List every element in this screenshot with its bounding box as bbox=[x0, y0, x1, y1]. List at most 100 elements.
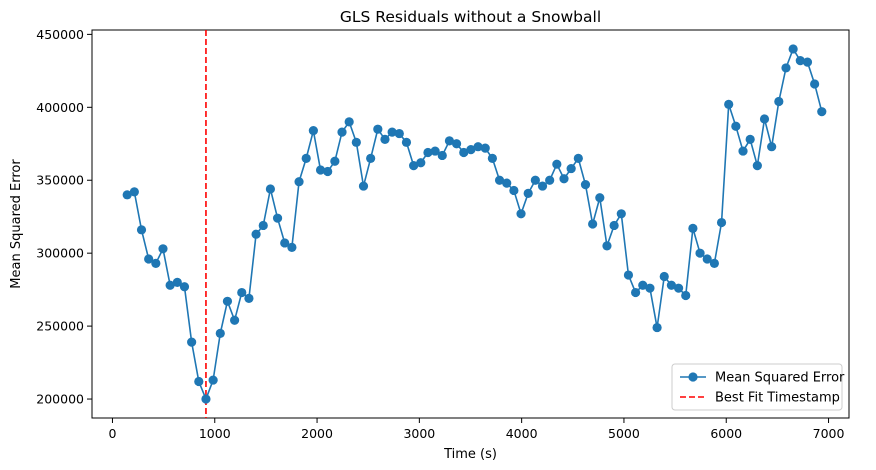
data-point bbox=[502, 178, 512, 188]
data-point bbox=[788, 44, 798, 54]
data-point bbox=[659, 271, 669, 282]
data-point bbox=[666, 280, 677, 290]
data-point bbox=[459, 147, 469, 158]
data-point bbox=[702, 254, 712, 264]
data-point bbox=[745, 134, 755, 144]
legend-swatch-marker bbox=[688, 372, 698, 382]
data-point bbox=[774, 96, 784, 107]
legend-label-best-fit-timestamp: Best Fit Timestamp bbox=[715, 391, 840, 406]
data-point bbox=[280, 238, 290, 248]
data-point bbox=[623, 270, 634, 280]
data-point bbox=[523, 188, 533, 198]
data-point bbox=[631, 287, 641, 298]
data-point bbox=[795, 56, 805, 66]
data-point bbox=[366, 153, 376, 163]
data-point bbox=[638, 280, 648, 290]
data-point bbox=[645, 283, 655, 293]
data-point bbox=[552, 159, 562, 169]
data-point bbox=[401, 137, 412, 147]
legend: Mean Squared Error Best Fit Timestamp bbox=[671, 363, 845, 411]
data-point bbox=[151, 258, 161, 268]
data-point bbox=[537, 181, 548, 191]
data-point bbox=[767, 142, 777, 152]
data-point bbox=[516, 209, 526, 219]
data-point bbox=[473, 142, 483, 152]
data-point bbox=[430, 146, 440, 156]
data-point bbox=[287, 242, 297, 252]
data-point bbox=[208, 375, 218, 385]
data-point bbox=[817, 107, 827, 117]
data-point bbox=[272, 213, 283, 223]
data-point bbox=[695, 248, 705, 258]
x-tick-label: 2000 bbox=[301, 426, 333, 441]
data-point bbox=[201, 394, 211, 404]
data-point bbox=[673, 283, 684, 293]
data-point bbox=[179, 282, 190, 292]
data-point bbox=[387, 127, 397, 137]
data-point bbox=[681, 290, 691, 301]
data-point bbox=[194, 376, 204, 387]
data-point bbox=[172, 277, 182, 287]
data-point bbox=[616, 209, 626, 219]
y-tick-label: 250000 bbox=[36, 319, 84, 334]
x-tick-label: 6000 bbox=[710, 426, 742, 441]
x-tick-label: 5000 bbox=[608, 426, 640, 441]
data-point bbox=[337, 127, 347, 137]
data-point bbox=[494, 175, 505, 185]
y-tick-label: 400000 bbox=[36, 100, 84, 115]
data-point bbox=[688, 223, 698, 233]
data-point bbox=[265, 184, 276, 194]
data-point bbox=[759, 114, 770, 124]
series-points bbox=[122, 44, 827, 404]
data-point bbox=[416, 158, 426, 168]
data-point bbox=[323, 166, 333, 177]
y-tick-label: 200000 bbox=[36, 392, 84, 407]
data-point bbox=[580, 180, 591, 190]
data-point bbox=[588, 219, 598, 229]
data-point bbox=[244, 293, 254, 303]
data-point bbox=[602, 241, 612, 251]
data-point bbox=[136, 225, 147, 235]
data-point bbox=[466, 145, 476, 155]
data-point bbox=[330, 156, 340, 166]
data-point bbox=[781, 63, 791, 73]
data-point bbox=[165, 280, 175, 290]
data-point bbox=[451, 139, 462, 149]
y-axis-label: Mean Squared Error bbox=[9, 159, 24, 289]
data-point bbox=[480, 143, 490, 153]
data-point bbox=[230, 315, 240, 325]
data-point bbox=[351, 137, 361, 147]
legend-label-mean-squared-error: Mean Squared Error bbox=[715, 371, 845, 386]
data-point bbox=[802, 57, 813, 67]
x-tick-label: 4000 bbox=[506, 426, 538, 441]
data-point bbox=[215, 328, 225, 338]
data-point bbox=[509, 185, 519, 196]
data-point bbox=[545, 175, 555, 185]
data-point bbox=[752, 161, 762, 171]
data-point bbox=[444, 136, 455, 146]
data-point bbox=[251, 229, 261, 239]
data-point bbox=[222, 296, 233, 306]
data-point bbox=[559, 174, 569, 184]
data-point bbox=[709, 258, 719, 268]
data-point bbox=[530, 175, 540, 185]
x-tick-label: 3000 bbox=[403, 426, 435, 441]
data-point bbox=[409, 161, 419, 171]
legend-box bbox=[671, 363, 843, 411]
data-point bbox=[595, 193, 605, 203]
data-point bbox=[573, 153, 583, 163]
data-point bbox=[358, 181, 369, 191]
data-point bbox=[487, 153, 497, 163]
data-point bbox=[344, 117, 354, 127]
data-point bbox=[308, 126, 318, 136]
x-tick-label: 1000 bbox=[199, 426, 231, 441]
data-point bbox=[129, 187, 139, 197]
y-tick-label: 450000 bbox=[36, 27, 84, 42]
x-axis-label: Time (s) bbox=[443, 447, 497, 462]
data-point bbox=[652, 322, 662, 333]
data-point bbox=[394, 128, 404, 139]
plot-area: 0 1000 2000 3000 4000 5000 6000 7000 200000 2500… bbox=[36, 27, 850, 441]
data-point bbox=[315, 165, 326, 175]
data-point bbox=[566, 163, 576, 174]
